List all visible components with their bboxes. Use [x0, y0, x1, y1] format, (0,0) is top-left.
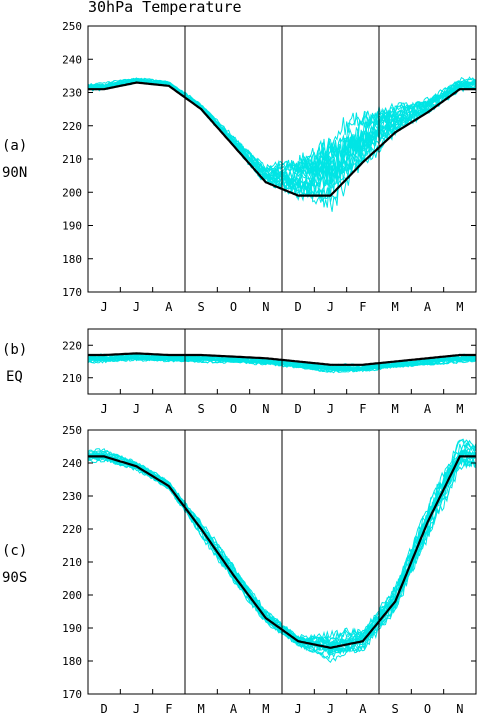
panel-c-month-label: J — [295, 702, 302, 716]
panel-c-month-label: O — [424, 702, 431, 716]
panel-a-ytick-label: 250 — [62, 20, 82, 33]
panel-a-ytick-label: 200 — [62, 186, 82, 199]
panel-a-region: 90N — [2, 165, 27, 181]
panel-a-month-label: D — [295, 300, 302, 314]
panel-c-ytick-label: 210 — [62, 556, 82, 569]
panel-a-month-label: J — [133, 300, 140, 314]
panel-b-month-label: D — [295, 402, 302, 416]
panel-a-month-label: M — [392, 300, 399, 314]
panel-a-month-label: O — [230, 300, 237, 314]
panel-b-month-label: J — [133, 402, 140, 416]
panel-a-ytick-label: 170 — [62, 286, 82, 299]
panel-c-ytick-label: 220 — [62, 523, 82, 536]
panel-c-ytick-label: 250 — [62, 424, 82, 437]
panel-a-ytick-label: 190 — [62, 220, 82, 233]
panel-b-label: (b) — [2, 342, 27, 358]
panel-a-ytick-label: 210 — [62, 153, 82, 166]
panel-c-month-label: N — [456, 702, 463, 716]
panel-a-month-label: J — [327, 300, 334, 314]
panel-c-axes: 170 180 190 200 210 220 230 240 250 D J F M A M J J A S O N — [62, 424, 477, 716]
panel-a-month-label: N — [262, 300, 269, 314]
panel-b-month-label: A — [424, 402, 432, 416]
panel-a-ytick-label: 240 — [62, 53, 82, 66]
panel-c-ytick-label: 240 — [62, 457, 82, 470]
panel-c-month-label: M — [262, 702, 269, 716]
panel-b-month-label: M — [392, 402, 399, 416]
panel-c-ytick-label: 230 — [62, 490, 82, 503]
panel-a-ytick-label: 220 — [62, 120, 82, 133]
panel-c-label: (c) — [2, 543, 27, 559]
panel-b-month-label: J — [327, 402, 334, 416]
panel-a-month-label: M — [456, 300, 463, 314]
panel-c-month-label: A — [230, 702, 238, 716]
panel-b-month-label: O — [230, 402, 237, 416]
panel-a-axes: 170 180 190 200 210 220 230 240 250 J J A S O N D J F M A M — [62, 20, 477, 314]
panel-b-axes: 210 220 J J A S O N D J F M A M — [62, 328, 477, 416]
panel-c-month-label: F — [165, 702, 172, 716]
panel-c-month-label: J — [133, 702, 140, 716]
panel-a-label: (a) — [2, 138, 27, 154]
panel-c-ytick-label: 180 — [62, 655, 82, 668]
panel-a-month-label: A — [165, 300, 173, 314]
panel-b-region: EQ — [6, 369, 23, 385]
panel-a-month-label: S — [198, 300, 205, 314]
panel-c-ytick-label: 170 — [62, 688, 82, 701]
panel-c-region: 90S — [2, 570, 27, 586]
panel-c-ytick-label: 200 — [62, 589, 82, 602]
panel-b-month-label: J — [101, 402, 108, 416]
panel-b-month-label: A — [165, 402, 173, 416]
chart-title: 30hPa Temperature — [88, 0, 242, 16]
panel-b-ytick-label: 210 — [62, 372, 82, 385]
panel-b-month-label: M — [456, 402, 463, 416]
panel-b: 210 220 J J A S O N D J F M A M (b) EQ — [2, 328, 477, 416]
panel-a-month-label: A — [424, 300, 432, 314]
panel-a-month-label: J — [101, 300, 108, 314]
panel-c-month-label: S — [392, 702, 399, 716]
panel-c-month-label: D — [101, 702, 108, 716]
panel-c-month-label: A — [359, 702, 367, 716]
panel-a-ytick-label: 230 — [62, 87, 82, 100]
panel-a-month-label: F — [359, 300, 366, 314]
panel-b-ytick-label: 220 — [62, 339, 82, 352]
panel-c-ytick-label: 190 — [62, 622, 82, 635]
panel-b-month-label: F — [359, 402, 366, 416]
panel-c-month-label: J — [327, 702, 334, 716]
panel-b-month-label: S — [198, 402, 205, 416]
panel-a-ytick-label: 180 — [62, 253, 82, 266]
panel-b-month-label: N — [262, 402, 269, 416]
panel-c-month-label: M — [198, 702, 205, 716]
